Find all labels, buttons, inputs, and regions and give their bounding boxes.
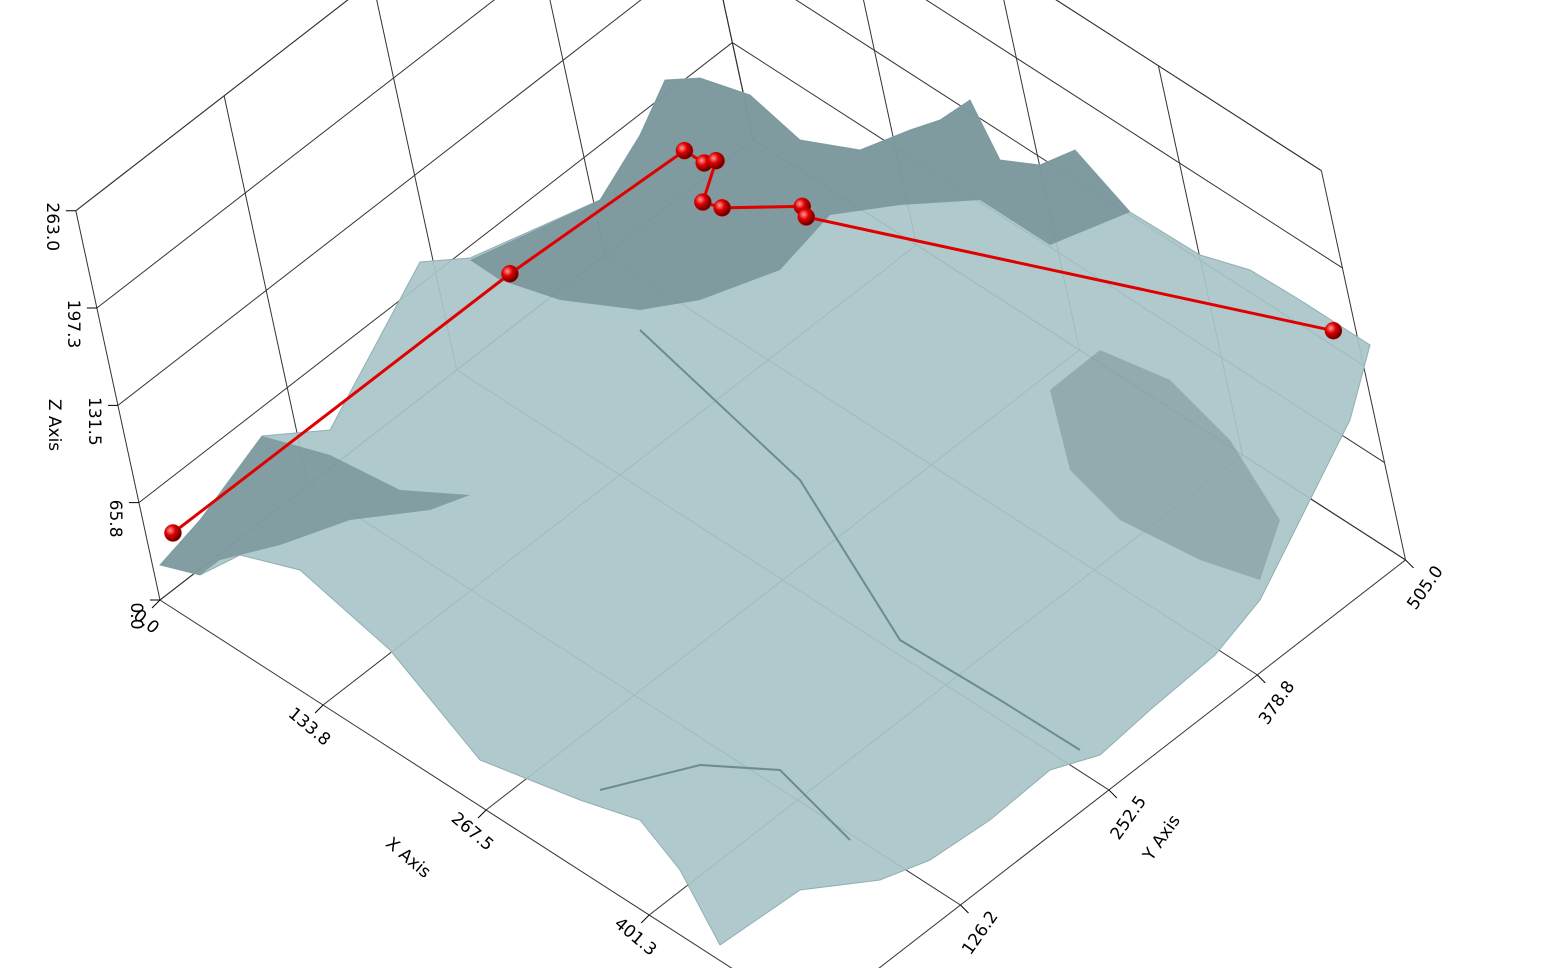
terrain-surface (159, 77, 1371, 946)
x-tick (477, 809, 487, 819)
y-tick-label: 505.0 (1403, 562, 1447, 613)
y-tick-label: 126.2 (958, 907, 1002, 958)
z-tick-label: 131.5 (84, 397, 104, 446)
ridge-shadow (160, 436, 470, 575)
x-axis-title: X Axis (382, 834, 435, 883)
x-tick-label: 267.5 (447, 809, 497, 856)
z-tick-label: 65.8 (105, 500, 125, 538)
data (164, 141, 1343, 542)
x-tick (640, 914, 650, 924)
z-tick-label: 0.0 (126, 602, 146, 629)
y-tick (1405, 559, 1414, 569)
terrain (159, 77, 1371, 946)
path-point (164, 524, 182, 542)
path-point (675, 141, 694, 160)
box-edge (75, 0, 349, 212)
grid-line (722, 0, 754, 141)
grid-line (75, 0, 349, 212)
x-tick (314, 704, 324, 714)
y-tick-label: 378.8 (1255, 677, 1299, 728)
path-point (694, 193, 712, 211)
z-tick-label: 263.0 (42, 202, 62, 251)
y-tick (960, 904, 969, 914)
x-tick-label: 133.8 (284, 704, 334, 751)
path-point (707, 151, 725, 170)
x-tick-label: 401.3 (610, 914, 660, 961)
y-axis-title: Y Axis (1139, 811, 1185, 865)
y-tick (1256, 674, 1266, 684)
y-tick (1108, 789, 1118, 799)
z-axis-title: Z Axis (44, 399, 64, 451)
ridge-line (639, 329, 1081, 751)
z-tick-label: 197.3 (63, 300, 83, 349)
x-tick (151, 599, 161, 609)
valley-shadow (1050, 350, 1280, 580)
grid-line (925, 0, 1343, 269)
path-point (1324, 321, 1343, 340)
path-point (501, 264, 519, 283)
grid-line (117, 0, 642, 406)
path-point (797, 208, 816, 226)
path-point (713, 199, 731, 217)
ridge-shadow (470, 78, 1130, 310)
ridge-line (599, 763, 851, 841)
grid-line (96, 0, 495, 309)
grid-line (1055, 0, 1322, 172)
y-tick-label: 252.5 (1107, 792, 1151, 843)
